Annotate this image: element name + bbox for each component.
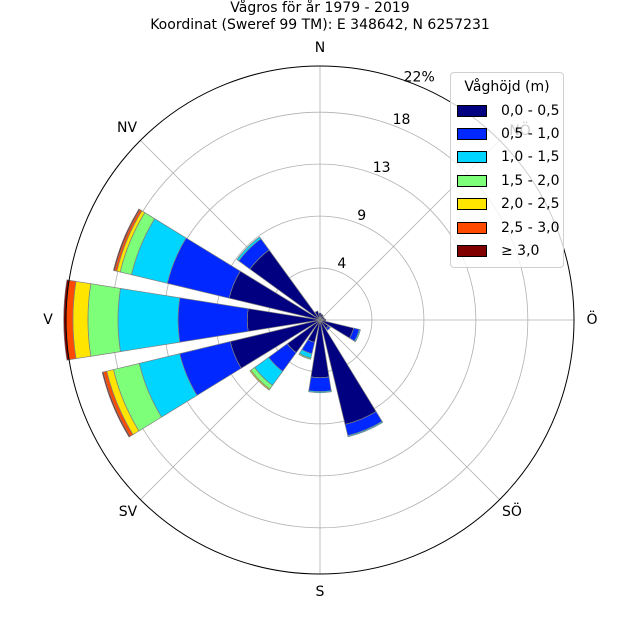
wedge-dir315-bin3 [236,236,262,262]
legend-entry: ≥ 3,0 [451,239,563,262]
wedge-dir292_5-bin7 [113,208,141,272]
radial-tick-label: 22% [404,69,435,85]
legend-swatch [457,198,487,211]
chart-title-line2: Koordinat (Sweref 99 TM): E 348642, N 62… [150,17,490,33]
legend-title: Våghöjd (m) [464,79,550,95]
wedge-dir90-bin1 [319,318,327,322]
wedge-dir112_5-bin3 [353,329,361,343]
legend: Våghöjd (m) 0,0 - 0,5 0,5 - 1,0 1,0 - 1,5 1… [450,72,564,268]
legend-swatch [457,221,487,234]
wedge-dir225-bin5 [249,369,271,391]
grid-spoke-sö [319,319,500,500]
wedge-dir180-bin3 [308,390,332,394]
wedge-dir67_5-bin1 [319,317,325,321]
legend-entry: 2,5 - 3,0 [451,216,563,239]
outer-circle [65,65,575,575]
legend-label: ≥ 3,0 [501,243,540,260]
legend-swatch [457,151,487,164]
compass-label-nv: NV [117,120,137,136]
legend-label: 0,0 - 0,5 [501,102,560,119]
radial-tick-label: 9 [357,208,366,224]
legend-entry: 0,0 - 0,5 [451,99,563,122]
legend-entries: 0,0 - 0,5 0,5 - 1,0 1,0 - 1,5 1,5 - 2,0 2,0 … [451,99,563,263]
compass-label-s: S [316,584,325,600]
legend-label: 1,0 - 1,5 [501,149,560,166]
wedge-dir337_5-bin1 [314,310,321,321]
wedge-dir0-bin1 [318,312,322,321]
compass-label-sv: SV [119,504,138,520]
wedge-dir270-bin4 [87,283,121,357]
legend-swatch [457,245,487,258]
radial-tick-label: 13 [373,160,391,176]
legend-swatch [457,174,487,187]
legend-label: 1,5 - 2,0 [501,172,560,189]
compass-label-v: V [43,312,53,328]
wedge-dir270-bin3 [117,287,181,353]
compass-label-n: N [315,40,325,56]
legend-entry: 1,5 - 2,0 [451,169,563,192]
wedge-dir135-bin2 [325,325,331,331]
legend-label: 2,0 - 2,5 [501,196,560,213]
legend-entry: 2,0 - 2,5 [451,193,563,216]
compass-label-ö: Ö [586,310,597,328]
wedge-dir157_5-bin3 [347,420,384,438]
wedge-dir180-bin2 [308,376,332,392]
wedge-dir247_5-bin7 [101,371,131,438]
chart-title-line1: Vågros för år 1979 - 2019 [230,0,410,16]
wedge-dir270-bin5 [72,280,92,360]
legend-label: 2,5 - 3,0 [501,219,560,236]
wedge-dir202_5-bin4 [298,352,312,360]
legend-swatch [457,104,487,117]
legend-entry: 1,0 - 1,5 [451,146,563,169]
legend-label: 0,5 - 1,0 [501,126,560,143]
legend-swatch [457,128,487,141]
radial-tick-label: 18 [393,112,411,128]
chart-title: Vågros för år 1979 - 2019 Koordinat (Swe… [0,0,640,34]
compass-label-sö: SÖ [502,502,522,520]
legend-entry: 0,5 - 1,0 [451,122,563,145]
wedge-dir270-bin2 [177,297,249,343]
radial-tick-label: 4 [337,256,346,272]
